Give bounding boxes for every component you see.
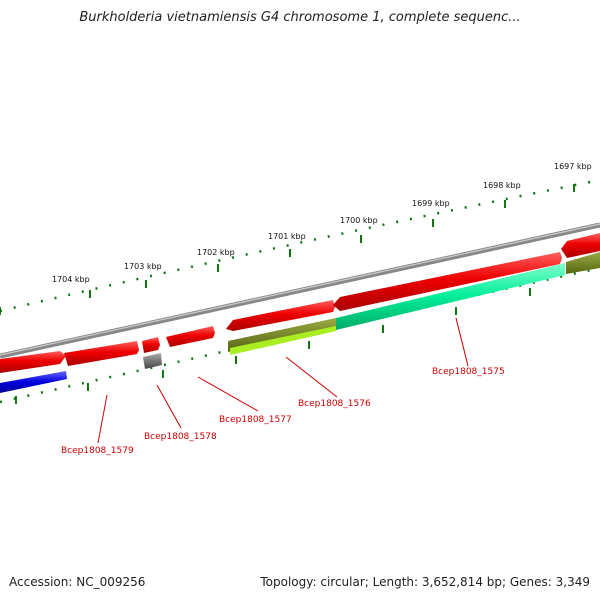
gene-arrow-gray	[143, 353, 162, 369]
inner-major-ticks	[15, 288, 531, 404]
gene-label-1578: Bcep1808_1578	[144, 432, 217, 442]
kbp-label-1697: 1697 kbp	[554, 162, 592, 171]
gene-arrow	[561, 233, 600, 258]
map-title: Burkholderia vietnamiensis G4 chromosome…	[79, 10, 521, 25]
gene-label-1577: Bcep1808_1577	[219, 415, 292, 425]
gene-arrow-olive	[566, 252, 600, 274]
gene-arrow	[0, 351, 66, 373]
gene-arrow	[64, 341, 139, 366]
kbp-label-1698: 1698 kbp	[483, 181, 521, 190]
kbp-label-1702: 1702 kbp	[197, 248, 235, 257]
gene-arrow-blue	[0, 371, 67, 393]
gene-label-1575: Bcep1808_1575	[432, 367, 505, 377]
gene-arrow	[166, 326, 215, 347]
kbp-label-1704: 1704 kbp	[52, 275, 90, 284]
kbp-label-1701: 1701 kbp	[268, 232, 306, 241]
gene-arrow	[142, 337, 160, 353]
kbp-label-1699: 1699 kbp	[412, 199, 450, 208]
gene-arrow	[333, 252, 562, 311]
outer-major-ticks	[0, 184, 575, 315]
backbone-track	[0, 222, 600, 359]
gene-arrow	[226, 300, 335, 331]
gene-arrow-green	[336, 263, 565, 330]
reverse-genes	[0, 252, 600, 393]
kbp-label-1703: 1703 kbp	[124, 262, 162, 271]
gene-arrow-lime	[230, 326, 336, 355]
label-leaders	[97, 317, 469, 444]
gene-label-1576: Bcep1808_1576	[298, 399, 371, 409]
accession-text: Accession: NC_009256	[9, 575, 146, 589]
kbp-label-1700: 1700 kbp	[340, 216, 378, 225]
forward-genes	[0, 233, 600, 373]
gene-label-1579: Bcep1808_1579	[61, 446, 134, 456]
summary-text: Topology: circular; Length: 3,652,814 bp…	[260, 575, 590, 589]
